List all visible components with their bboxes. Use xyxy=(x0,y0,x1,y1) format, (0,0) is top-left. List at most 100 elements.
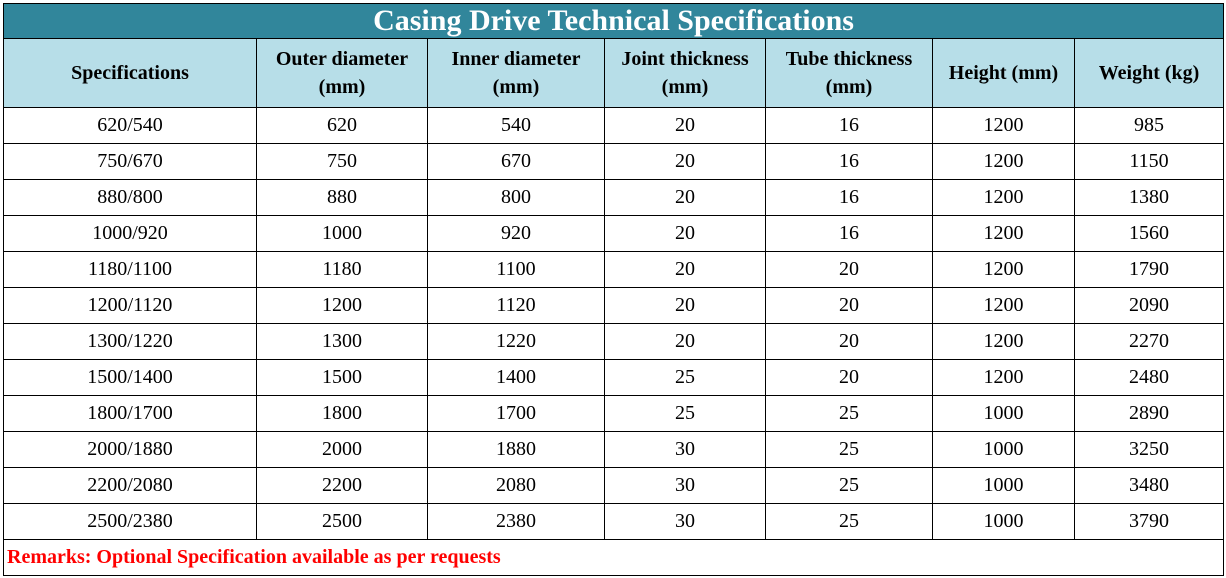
cell-tube-thickness: 20 xyxy=(765,359,933,396)
header-inner-diameter: Inner diameter (mm) xyxy=(427,38,605,108)
cell-tube-thickness: 16 xyxy=(765,215,933,252)
cell-height: 1200 xyxy=(932,359,1075,396)
header-weight: Weight (kg) xyxy=(1073,38,1225,108)
cell-tube-thickness: 20 xyxy=(765,323,933,360)
cell-joint-thickness: 20 xyxy=(604,215,766,252)
cell-height: 1200 xyxy=(932,215,1075,252)
header-unit: (mm) xyxy=(318,76,366,98)
table-row: 1500/1400 1500 1400 25 20 1200 2480 xyxy=(3,359,1225,396)
cell-specification: 1300/1220 xyxy=(3,323,257,360)
header-label: Height (mm) xyxy=(948,62,1059,84)
cell-tube-thickness: 25 xyxy=(765,467,933,504)
table-row: 750/670 750 670 20 16 1200 1150 xyxy=(3,143,1225,180)
cell-height: 1200 xyxy=(932,251,1075,288)
cell-joint-thickness: 20 xyxy=(604,143,766,180)
cell-tube-thickness: 16 xyxy=(765,143,933,180)
cell-tube-thickness: 25 xyxy=(765,503,933,540)
cell-height: 1000 xyxy=(932,503,1075,540)
cell-outer-diameter: 2000 xyxy=(256,431,428,468)
spec-table: Casing Drive Technical Specifications Sp… xyxy=(2,3,1225,576)
cell-outer-diameter: 1200 xyxy=(256,287,428,324)
header-label: Joint thickness xyxy=(621,48,749,70)
header-label: Outer diameter xyxy=(275,48,409,70)
cell-height: 1200 xyxy=(932,323,1075,360)
cell-inner-diameter: 1120 xyxy=(427,287,605,324)
cell-height: 1200 xyxy=(932,179,1075,216)
header-row: Specifications Outer diameter (mm) Inner di… xyxy=(3,38,1225,108)
cell-outer-diameter: 880 xyxy=(256,179,428,216)
header-unit: (mm) xyxy=(492,76,540,98)
cell-height: 1000 xyxy=(932,467,1075,504)
cell-outer-diameter: 1300 xyxy=(256,323,428,360)
cell-specification: 1180/1100 xyxy=(3,251,257,288)
cell-specification: 1500/1400 xyxy=(3,359,257,396)
header-outer-diameter: Outer diameter (mm) xyxy=(256,38,428,108)
cell-specification: 2200/2080 xyxy=(3,467,257,504)
header-height: Height (mm) xyxy=(932,38,1075,108)
cell-specification: 750/670 xyxy=(3,143,257,180)
cell-tube-thickness: 16 xyxy=(765,179,933,216)
cell-height: 1200 xyxy=(932,287,1075,324)
cell-height: 1200 xyxy=(932,107,1075,144)
cell-specification: 620/540 xyxy=(3,107,257,144)
cell-weight: 2890 xyxy=(1073,395,1225,432)
cell-inner-diameter: 800 xyxy=(427,179,605,216)
header-tube-thickness: Tube thickness (mm) xyxy=(765,38,933,108)
cell-tube-thickness: 25 xyxy=(765,431,933,468)
table-row: 2500/2380 2500 2380 30 25 1000 3790 xyxy=(3,503,1225,540)
cell-height: 1200 xyxy=(932,143,1075,180)
cell-joint-thickness: 20 xyxy=(604,107,766,144)
cell-joint-thickness: 25 xyxy=(604,395,766,432)
cell-inner-diameter: 920 xyxy=(427,215,605,252)
cell-weight: 985 xyxy=(1073,107,1225,144)
remarks-row: Remarks: Optional Specification availabl… xyxy=(2,539,1225,576)
spec-sheet: Casing Drive Technical Specifications Sp… xyxy=(2,3,1225,576)
cell-weight: 3480 xyxy=(1073,467,1225,504)
cell-inner-diameter: 1100 xyxy=(427,251,605,288)
cell-tube-thickness: 16 xyxy=(765,107,933,144)
cell-outer-diameter: 2500 xyxy=(256,503,428,540)
cell-outer-diameter: 1180 xyxy=(256,251,428,288)
table-row: 2200/2080 2200 2080 30 25 1000 3480 xyxy=(3,467,1225,504)
table-body: 620/540 620 540 20 16 1200 985 750/670 750 670 20 1… xyxy=(3,107,1225,540)
cell-joint-thickness: 25 xyxy=(604,359,766,396)
cell-outer-diameter: 1800 xyxy=(256,395,428,432)
cell-joint-thickness: 30 xyxy=(604,503,766,540)
cell-outer-diameter: 1500 xyxy=(256,359,428,396)
cell-inner-diameter: 670 xyxy=(427,143,605,180)
cell-outer-diameter: 2200 xyxy=(256,467,428,504)
title-row: Casing Drive Technical Specifications xyxy=(2,3,1225,39)
cell-inner-diameter: 2380 xyxy=(427,503,605,540)
cell-joint-thickness: 30 xyxy=(604,431,766,468)
cell-inner-diameter: 540 xyxy=(427,107,605,144)
cell-height: 1000 xyxy=(932,431,1075,468)
header-unit: (mm) xyxy=(661,76,709,98)
cell-specification: 2500/2380 xyxy=(3,503,257,540)
cell-weight: 3790 xyxy=(1073,503,1225,540)
cell-joint-thickness: 20 xyxy=(604,179,766,216)
header-label: Weight (kg) xyxy=(1098,62,1200,84)
cell-joint-thickness: 20 xyxy=(604,287,766,324)
cell-specification: 880/800 xyxy=(3,179,257,216)
cell-outer-diameter: 750 xyxy=(256,143,428,180)
table-row: 1300/1220 1300 1220 20 20 1200 2270 xyxy=(3,323,1225,360)
cell-inner-diameter: 2080 xyxy=(427,467,605,504)
cell-inner-diameter: 1880 xyxy=(427,431,605,468)
cell-tube-thickness: 20 xyxy=(765,287,933,324)
header-label: Specifications xyxy=(71,62,189,84)
cell-weight: 1380 xyxy=(1073,179,1225,216)
cell-inner-diameter: 1220 xyxy=(427,323,605,360)
table-title: Casing Drive Technical Specifications xyxy=(2,3,1225,39)
cell-weight: 2480 xyxy=(1073,359,1225,396)
table-row: 2000/1880 2000 1880 30 25 1000 3250 xyxy=(3,431,1225,468)
header-label: Inner diameter xyxy=(451,48,581,70)
table-row: 1000/920 1000 920 20 16 1200 1560 xyxy=(3,215,1225,252)
cell-weight: 2270 xyxy=(1073,323,1225,360)
cell-weight: 1150 xyxy=(1073,143,1225,180)
cell-inner-diameter: 1400 xyxy=(427,359,605,396)
cell-specification: 1200/1120 xyxy=(3,287,257,324)
cell-inner-diameter: 1700 xyxy=(427,395,605,432)
remarks-text: Remarks: Optional Specification availabl… xyxy=(2,539,1225,576)
header-joint-thickness: Joint thickness (mm) xyxy=(604,38,766,108)
table-row: 880/800 880 800 20 16 1200 1380 xyxy=(3,179,1225,216)
